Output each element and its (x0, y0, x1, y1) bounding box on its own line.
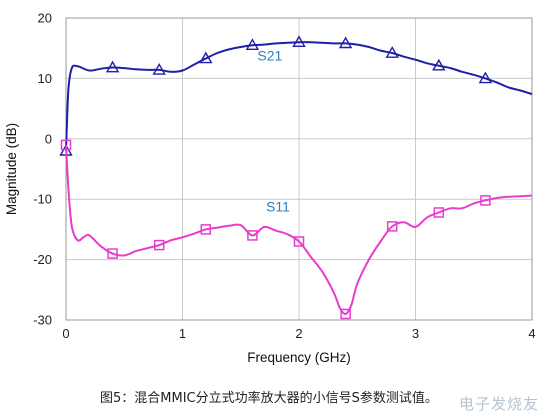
s21-marker (385, 46, 399, 58)
s11-marker (293, 236, 305, 247)
x-tick-label: 3 (412, 326, 419, 341)
series-s21 (59, 35, 533, 156)
x-tick-label: 2 (295, 326, 302, 341)
x-tick-label: 4 (528, 326, 535, 341)
s11-marker (340, 308, 351, 320)
s21-marker (292, 35, 306, 47)
s11-marker (107, 248, 118, 259)
series-s11 (60, 139, 533, 320)
s21-marker (245, 38, 260, 51)
s11-marker (433, 207, 445, 218)
y-tick-label: 10 (38, 71, 52, 86)
s11-marker (153, 239, 165, 251)
y-axis-title: Magnitude (dB) (4, 123, 19, 215)
s11-marker (247, 230, 258, 241)
s11-line (65, 144, 533, 316)
s21-marker (478, 71, 493, 84)
axes: 0 1 2 3 4 20 10 0 -10 -20 -30 Frequency (GHz) Magnit… (4, 11, 536, 366)
figure-caption: 图5：混合MMIC分立式功率放大器的小信号S参数测试值。 (100, 391, 438, 406)
s21-marker (199, 51, 213, 64)
series-annotation-label: S11 (266, 198, 290, 214)
y-tick-label: 0 (45, 131, 52, 146)
s11-marker (480, 195, 491, 206)
y-tick-label: 20 (38, 11, 52, 26)
grid (65, 17, 533, 321)
plot-frame (65, 17, 533, 321)
y-tick-label: -10 (33, 192, 52, 207)
y-tick-label: -30 (33, 313, 52, 328)
x-tick-label: 1 (179, 326, 186, 341)
s21-marker (105, 60, 120, 73)
s21-marker (432, 58, 446, 71)
s21-marker (152, 63, 166, 75)
series-annotation-label: S21 (257, 47, 282, 63)
watermark: 电子发烧友 (458, 395, 539, 413)
s11-marker (386, 221, 398, 232)
s21-marker (338, 36, 353, 49)
series-layer (59, 35, 533, 320)
chart: 0 1 2 3 4 20 10 0 -10 -20 -30 Frequency (GHz) Magnit… (4, 11, 536, 366)
x-tick-label: 0 (62, 326, 69, 341)
s11-marker (200, 224, 212, 235)
y-tick-label: -20 (33, 252, 52, 267)
s21-line (65, 41, 533, 151)
labels: S21 S11 (257, 47, 290, 214)
s11-marker (60, 139, 72, 151)
x-axis-title: Frequency (GHz) (247, 350, 351, 365)
